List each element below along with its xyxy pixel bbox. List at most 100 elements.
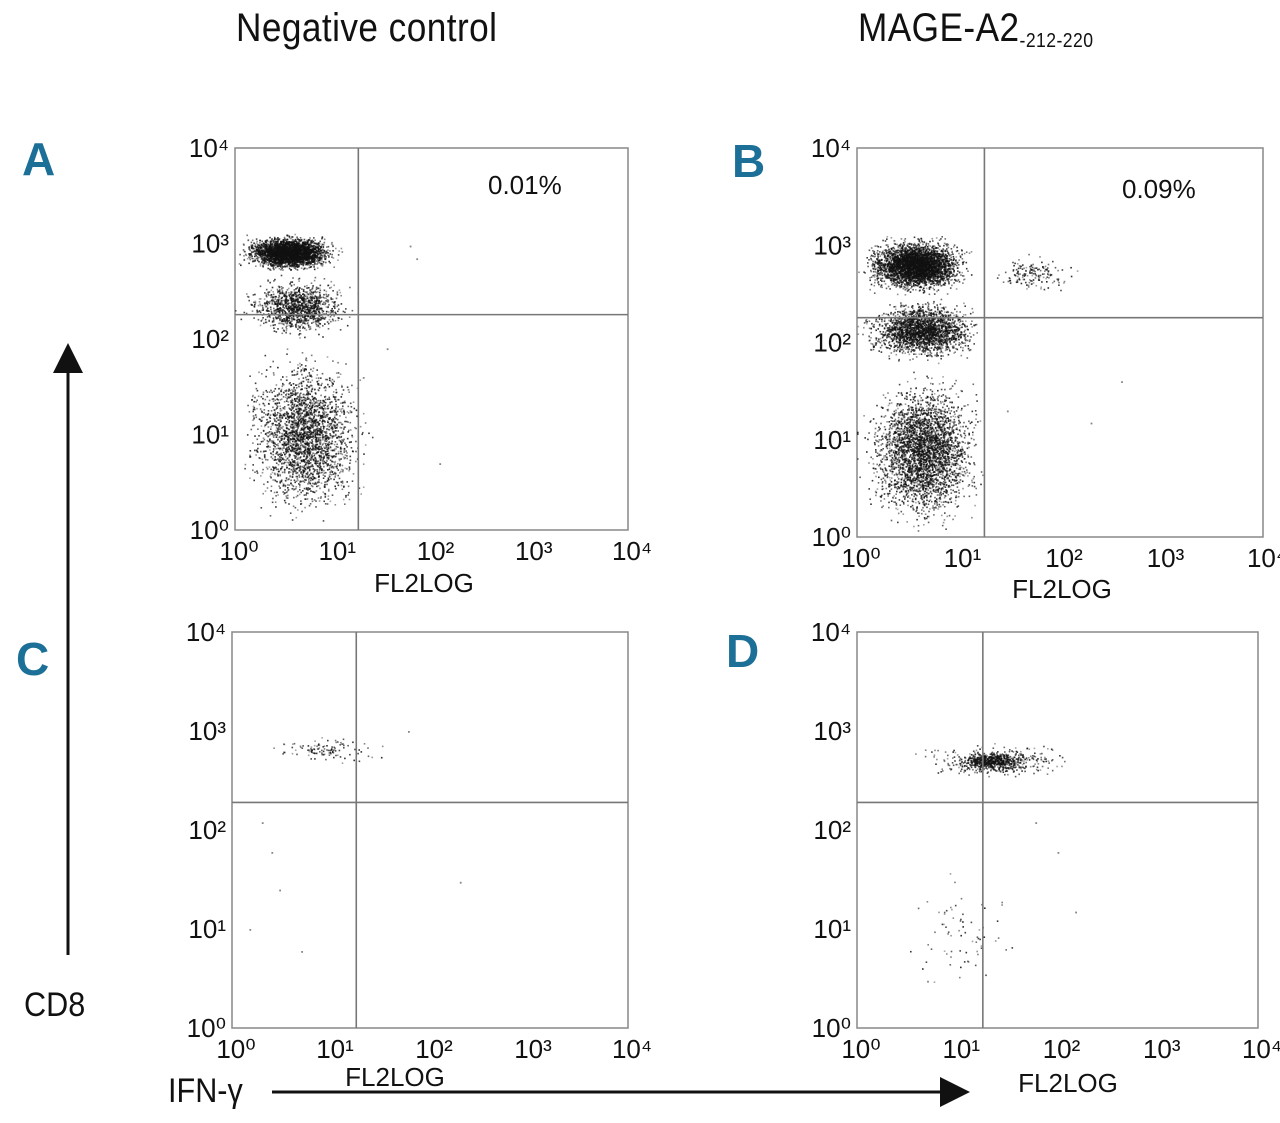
data-point	[298, 288, 300, 291]
data-point	[302, 316, 304, 319]
data-point	[309, 457, 311, 460]
data-point	[244, 463, 247, 466]
data-point	[305, 300, 308, 302]
data-point	[326, 295, 328, 297]
data-point	[264, 253, 267, 255]
data-point	[303, 248, 305, 251]
data-point	[325, 295, 328, 298]
data-point	[278, 254, 281, 257]
data-point	[295, 293, 297, 296]
data-point	[310, 374, 312, 377]
data-point	[278, 243, 281, 246]
data-point	[300, 382, 303, 385]
data-point	[261, 244, 264, 247]
data-point	[315, 288, 318, 290]
data-point	[276, 251, 279, 253]
data-point	[293, 318, 296, 321]
data-point	[271, 246, 274, 248]
data-point	[282, 287, 284, 289]
data-point	[294, 253, 297, 255]
data-point	[286, 256, 289, 258]
data-point	[256, 245, 259, 247]
data-point	[266, 256, 269, 258]
data-point	[297, 318, 300, 321]
data-point	[299, 244, 302, 246]
data-point	[308, 302, 310, 304]
data-point	[312, 437, 315, 440]
data-point	[291, 476, 294, 478]
data-point	[317, 300, 320, 302]
data-point	[284, 249, 286, 252]
data-point	[261, 255, 263, 258]
data-point	[287, 309, 289, 311]
data-point	[296, 260, 298, 262]
data-point	[288, 317, 291, 320]
data-point	[260, 250, 263, 253]
data-point	[327, 311, 330, 313]
data-point	[327, 450, 329, 452]
data-point	[275, 309, 278, 311]
data-point	[256, 259, 259, 262]
data-point	[274, 419, 276, 421]
data-point	[278, 244, 280, 246]
data-point	[271, 286, 274, 289]
data-point	[277, 245, 280, 247]
data-point	[275, 259, 277, 262]
data-point	[302, 290, 305, 293]
data-point	[305, 257, 307, 260]
data-point	[281, 327, 284, 329]
data-point	[299, 422, 302, 425]
data-point	[326, 310, 328, 313]
data-point	[293, 283, 295, 286]
data-point	[302, 288, 305, 291]
data-point	[301, 246, 303, 249]
data-point	[271, 262, 273, 264]
data-point	[315, 313, 317, 315]
data-point	[278, 253, 281, 256]
data-point	[279, 419, 282, 421]
data-point	[255, 250, 257, 253]
data-point	[285, 317, 287, 319]
data-point	[282, 247, 284, 250]
data-point	[296, 250, 299, 252]
data-point	[296, 296, 299, 299]
data-point	[294, 265, 296, 267]
data-point	[306, 441, 308, 443]
data-point	[299, 411, 302, 414]
data-point	[320, 317, 322, 319]
data-point	[274, 240, 277, 243]
data-point	[270, 310, 273, 313]
data-point	[256, 246, 259, 248]
data-point	[298, 306, 300, 308]
data-point	[309, 290, 312, 292]
data-point	[320, 318, 322, 321]
data-point	[278, 319, 281, 322]
data-point	[320, 253, 323, 255]
data-point	[309, 307, 312, 310]
data-point	[287, 320, 290, 322]
data-point	[254, 382, 257, 385]
data-point	[275, 303, 278, 305]
data-point	[286, 449, 289, 451]
column-title-mage-a2: MAGE-A2-212-220	[858, 6, 1094, 52]
data-point	[310, 241, 312, 243]
data-point	[269, 268, 271, 270]
data-point	[275, 250, 277, 253]
data-point	[280, 268, 282, 271]
data-point	[318, 308, 320, 310]
data-point	[274, 266, 277, 269]
data-point	[254, 255, 256, 258]
data-point	[269, 260, 271, 263]
data-point	[293, 246, 296, 248]
data-point	[283, 330, 285, 332]
data-point	[267, 267, 269, 270]
data-point	[295, 315, 297, 317]
data-point	[299, 462, 301, 464]
data-point	[282, 323, 284, 325]
data-point	[301, 250, 304, 253]
data-point	[268, 314, 271, 317]
data-point	[273, 265, 276, 267]
data-point	[280, 309, 283, 312]
data-point	[306, 297, 309, 300]
data-point	[323, 241, 326, 244]
